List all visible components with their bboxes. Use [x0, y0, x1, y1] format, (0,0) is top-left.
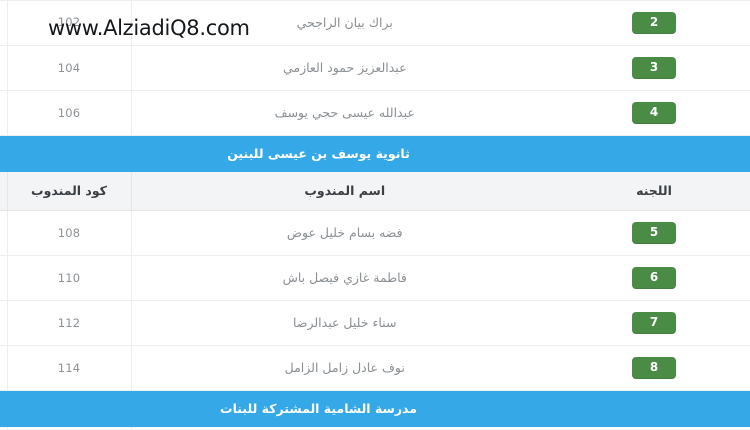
- committee-cell: 5: [558, 210, 750, 256]
- committee-cell: 4: [558, 90, 750, 136]
- school-section-banner: ثانوية يوسف بن عيسى للبنين: [0, 135, 750, 172]
- partial-cell-code: [6, 426, 131, 430]
- delegate-code-cell: 112: [6, 300, 131, 346]
- school-section-banner: مدرسة الشامية المشتركة للبنات: [0, 390, 750, 427]
- committee-badge[interactable]: 4: [632, 102, 676, 124]
- school-name-yousef-bin-eisa: ثانوية يوسف بن عيسى للبنين: [0, 135, 750, 172]
- table-header-row: اللجنه اسم المندوب كود المندوب الأصوات: [0, 171, 750, 211]
- delegate-code-cell: 102: [6, 0, 131, 46]
- votes-cell: 18: [0, 300, 7, 346]
- table-row[interactable]: 7 سناء خليل عبدالرضا 112 18: [0, 300, 750, 346]
- votes-cell: 17: [0, 45, 7, 91]
- table-row[interactable]: 5 فضه بسام خليل عوض 108 14: [0, 210, 750, 256]
- committee-badge[interactable]: 8: [632, 357, 676, 379]
- delegate-code-cell: 104: [6, 45, 131, 91]
- table-partial-header-row: [0, 426, 750, 430]
- delegate-name-cell: فضه بسام خليل عوض: [130, 210, 558, 256]
- table-row[interactable]: 8 نوف عادل زامل الزامل 114 7: [0, 345, 750, 391]
- delegate-name-cell: عبدالعزيز حمود العازمي: [130, 45, 558, 91]
- partial-cell-votes: [0, 426, 7, 430]
- partial-cell-committee: [558, 426, 750, 430]
- delegate-name-cell: سناء خليل عبدالرضا: [130, 300, 558, 346]
- votes-cell: 14: [0, 90, 7, 136]
- column-header-delegate-name: اسم المندوب: [130, 171, 558, 211]
- committee-cell: 6: [558, 255, 750, 301]
- partial-cell-name: [130, 426, 558, 430]
- school-name-shamiya-girls: مدرسة الشامية المشتركة للبنات: [0, 390, 750, 427]
- column-header-delegate-code: كود المندوب: [6, 171, 131, 211]
- committee-badge[interactable]: 7: [632, 312, 676, 334]
- votes-cell: 18: [0, 0, 7, 46]
- column-header-committee: اللجنه: [558, 171, 750, 211]
- committee-badge[interactable]: 2: [632, 11, 676, 34]
- delegate-code-cell: 110: [6, 255, 131, 301]
- delegate-name-cell: نوف عادل زامل الزامل: [130, 345, 558, 391]
- table-row[interactable]: 6 فاطمة غازي فيصل باش 110 23: [0, 255, 750, 301]
- column-header-votes: الأصوات: [0, 171, 7, 211]
- delegate-name-cell: براك بيان الراجحي: [130, 0, 558, 46]
- committee-cell: 7: [558, 300, 750, 346]
- delegate-name-cell: عبدالله عيسى حجي يوسف: [130, 90, 558, 136]
- table-row[interactable]: 4 عبدالله عيسى حجي يوسف 106 14: [0, 90, 750, 136]
- committee-badge[interactable]: 6: [632, 267, 676, 289]
- votes-cell: 14: [0, 210, 7, 256]
- table-row[interactable]: 3 عبدالعزيز حمود العازمي 104 17: [0, 45, 750, 91]
- delegate-code-cell: 106: [6, 90, 131, 136]
- votes-cell: 7: [0, 345, 7, 391]
- table-row[interactable]: 2 براك بيان الراجحي 102 18: [0, 0, 750, 46]
- committee-cell: 8: [558, 345, 750, 391]
- delegate-code-cell: 108: [6, 210, 131, 256]
- delegate-code-cell: 114: [6, 345, 131, 391]
- table-top-edge: [0, 0, 750, 1]
- committee-badge[interactable]: 3: [632, 57, 676, 79]
- delegate-name-cell: فاطمة غازي فيصل باش: [130, 255, 558, 301]
- committee-cell: 2: [558, 0, 750, 46]
- committee-cell: 3: [558, 45, 750, 91]
- committee-badge[interactable]: 5: [632, 222, 676, 244]
- votes-cell: 23: [0, 255, 7, 301]
